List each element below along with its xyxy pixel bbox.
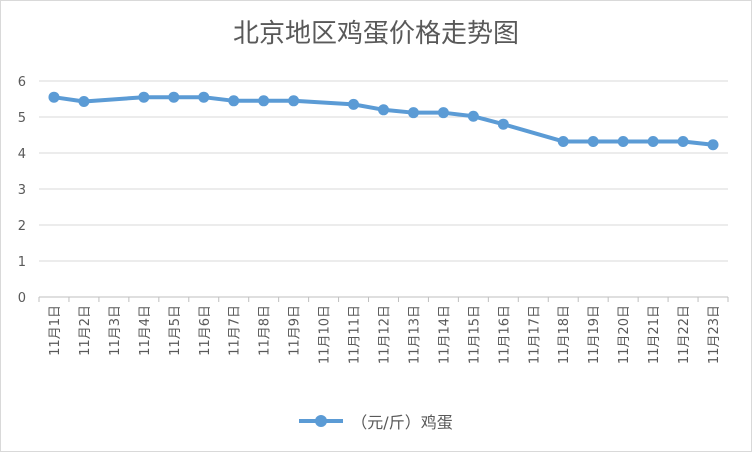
x-tick-label: 11月6日	[198, 305, 213, 356]
data-point	[168, 91, 180, 103]
y-tick-label: 6	[18, 75, 26, 90]
legend-label: （元/斤）鸡蛋	[351, 413, 453, 432]
data-point	[647, 135, 659, 147]
x-tick-label: 11月4日	[138, 305, 153, 356]
x-tick-label: 11月2日	[78, 305, 93, 356]
data-point	[677, 135, 689, 147]
x-tick-label: 11月8日	[258, 305, 273, 356]
x-tick-label: 11月10日	[318, 305, 333, 364]
x-tick-label: 11月16日	[497, 305, 512, 364]
y-tick-label: 2	[18, 219, 26, 234]
x-tick-label: 11月20日	[617, 305, 632, 364]
y-tick-label: 4	[18, 147, 26, 162]
x-tick-label: 11月19日	[587, 305, 602, 364]
data-point	[288, 95, 300, 107]
x-tick-label: 11月23日	[707, 305, 722, 364]
x-tick-label: 11月22日	[677, 305, 692, 364]
data-point	[407, 107, 419, 119]
y-tick-label: 0	[18, 291, 26, 306]
x-tick-label: 11月5日	[168, 305, 183, 356]
x-tick-label: 11月14日	[437, 305, 452, 364]
chart-title: 北京地区鸡蛋价格走势图	[232, 19, 519, 49]
data-point	[228, 95, 240, 107]
y-tick-label: 3	[18, 183, 26, 198]
data-point	[78, 96, 90, 108]
data-point	[348, 98, 360, 110]
x-tick-label: 11月18日	[557, 305, 572, 364]
x-tick-label: 11月12日	[378, 305, 393, 364]
y-tick-label: 5	[18, 111, 26, 126]
x-tick-label: 11月9日	[288, 305, 303, 356]
legend-marker	[299, 415, 344, 427]
data-point	[258, 95, 270, 107]
y-tick-label: 1	[18, 255, 26, 270]
x-tick-label: 11月7日	[228, 305, 243, 356]
data-point	[557, 135, 569, 147]
x-tick-label: 11月1日	[48, 305, 63, 356]
data-point	[497, 118, 509, 130]
data-point	[467, 110, 479, 122]
data-point	[587, 135, 599, 147]
data-point	[198, 91, 210, 103]
data-point	[138, 91, 150, 103]
x-tick-label: 11月3日	[108, 305, 123, 356]
x-tick-label: 11月17日	[527, 305, 542, 364]
data-point	[437, 107, 449, 119]
data-point	[378, 104, 389, 116]
x-tick-label: 11月13日	[407, 305, 422, 364]
x-tick-label: 11月11日	[348, 305, 363, 364]
x-tick-label: 11月15日	[467, 305, 482, 364]
data-point	[48, 91, 60, 103]
data-point	[617, 135, 629, 147]
legend: （元/斤）鸡蛋	[1, 409, 751, 433]
data-point	[707, 139, 719, 151]
x-tick-label: 11月21日	[647, 305, 662, 364]
